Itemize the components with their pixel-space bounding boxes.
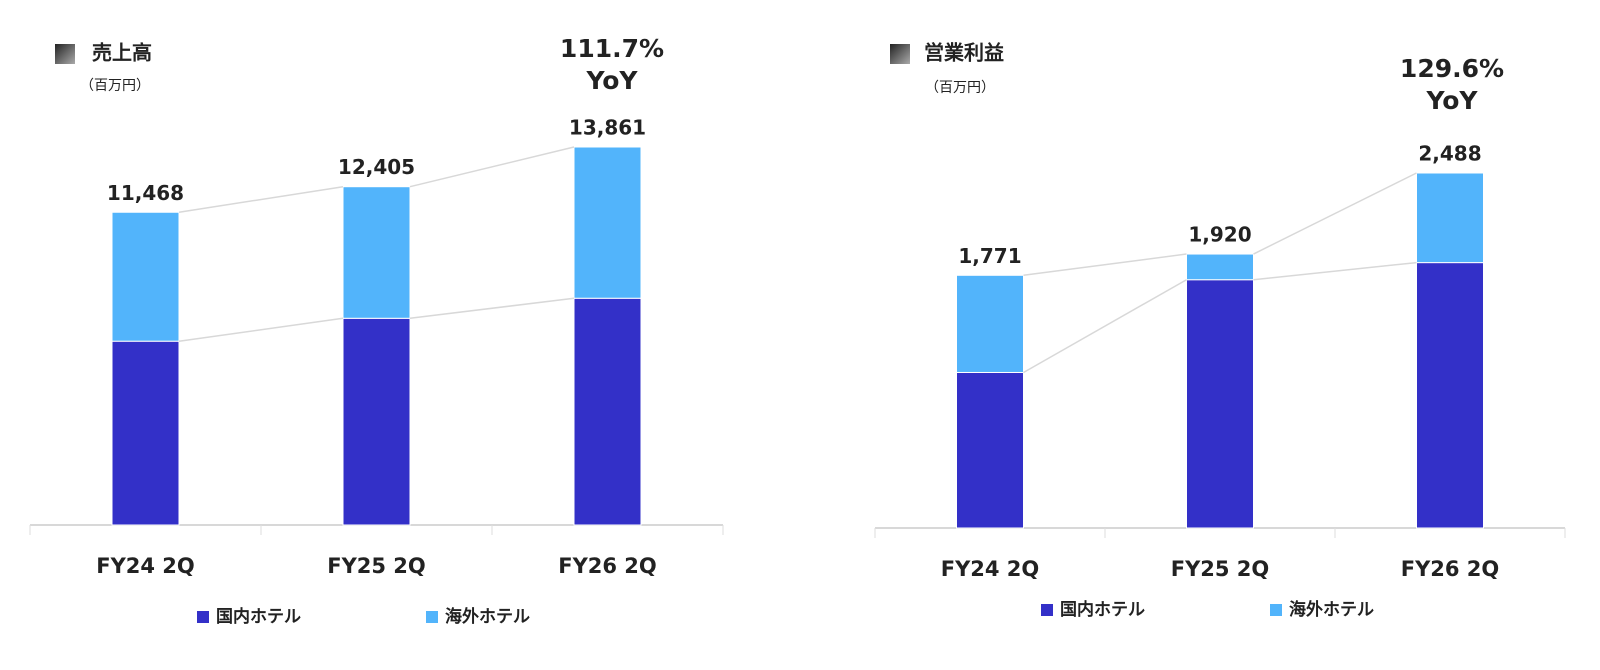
unit-label: （百万円）: [80, 78, 150, 94]
total-label: 11,468: [107, 181, 184, 205]
connector: [178, 317, 344, 342]
yoy-annotation: 111.7%: [560, 34, 664, 63]
connector: [178, 185, 344, 213]
connector: [1023, 253, 1187, 277]
bar-segment: [1186, 279, 1254, 529]
yoy-annotation: YoY: [1425, 86, 1478, 115]
title-icon: [890, 44, 910, 64]
connector: [1253, 261, 1417, 281]
x-tick-label: FY25 2Q: [1171, 557, 1270, 581]
bar-segment: [111, 340, 180, 526]
bar-segment: [1416, 262, 1484, 529]
x-tick-label: FY26 2Q: [1401, 557, 1500, 581]
total-label: 2,488: [1418, 142, 1481, 166]
legend-swatch: [1041, 604, 1053, 616]
total-label: 1,771: [958, 244, 1021, 268]
yoy-annotation: 129.6%: [1400, 54, 1504, 83]
connector: [1253, 172, 1417, 255]
legend-swatch: [197, 611, 209, 623]
connector: [409, 297, 575, 320]
chart-title: 売上高: [92, 41, 152, 65]
bar-segment: [1416, 172, 1484, 264]
legend-label: 国内ホテル: [216, 606, 301, 627]
bar-segment: [111, 211, 180, 342]
x-tick-label: FY25 2Q: [327, 554, 426, 578]
total-label: 1,920: [1188, 223, 1251, 247]
bar-segment: [342, 317, 411, 526]
x-tick-label: FY24 2Q: [96, 554, 195, 578]
chart-title: 営業利益: [924, 41, 1004, 65]
legend-label: 国内ホテル: [1060, 599, 1145, 620]
bar-segment: [342, 186, 411, 319]
legend-swatch: [426, 611, 438, 623]
legend-label: 海外ホテル: [445, 606, 530, 627]
title-icon: [55, 44, 75, 64]
bar-segment: [956, 371, 1024, 529]
unit-label: （百万円）: [925, 80, 995, 96]
x-tick-label: FY26 2Q: [558, 554, 657, 578]
connector: [409, 146, 575, 188]
legend-label: 海外ホテル: [1289, 599, 1374, 620]
x-tick-label: FY24 2Q: [941, 557, 1040, 581]
legend-swatch: [1270, 604, 1282, 616]
total-label: 12,405: [338, 155, 415, 179]
connector: [1023, 279, 1187, 374]
bar-segment: [573, 297, 642, 526]
bar-segment: [1186, 253, 1254, 281]
yoy-annotation: YoY: [585, 66, 638, 95]
total-label: 13,861: [569, 116, 646, 140]
bar-segment: [573, 146, 642, 299]
bar-segment: [956, 274, 1024, 373]
